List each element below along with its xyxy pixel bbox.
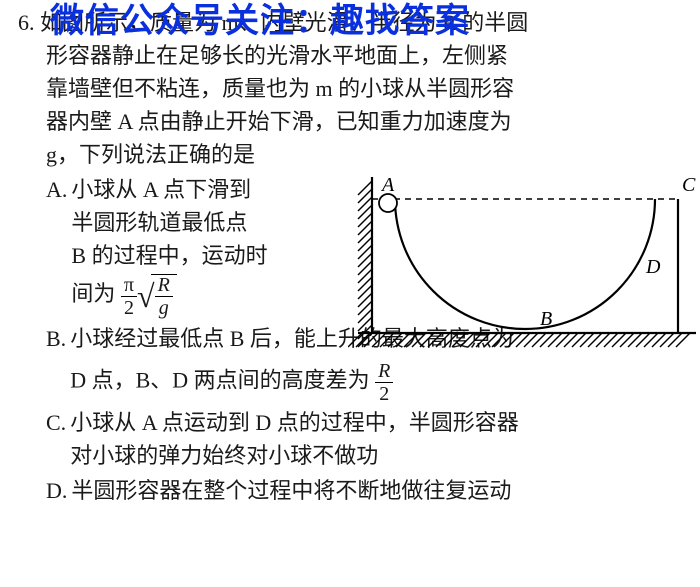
- option-a-line3: B 的过程中，运动时: [71, 239, 371, 272]
- svg-text:D: D: [645, 256, 661, 278]
- diagram-svg: A B C D: [348, 173, 698, 353]
- stem-line2: 形容器静止在足够长的光滑水平地面上，左侧紧: [18, 39, 682, 72]
- option-b-fraction: R 2: [375, 361, 393, 404]
- stem-line4: 器内壁 A 点由静止开始下滑，已知重力加速度为: [18, 105, 682, 138]
- question-number: 6.: [18, 10, 35, 35]
- svg-text:A: A: [380, 174, 395, 196]
- stem-line3: 靠墙壁但不粘连，质量也为 m 的小球从半圆形容: [18, 72, 682, 105]
- option-d: D. 半圆形容器在整个过程中将不断地做往复运动: [46, 474, 682, 507]
- option-a-line1: 小球从 A 点下滑到: [71, 173, 371, 206]
- stem-line1: 如图所示，质量为 m、内壁光滑、半径为 R 的半圆: [40, 10, 528, 35]
- option-a-line2: 半圆形轨道最低点: [71, 206, 371, 239]
- option-a-sqrt: √ R g: [137, 272, 177, 320]
- diagram: A B C D: [348, 173, 698, 353]
- stem-line5: g，下列说法正确的是: [18, 138, 682, 171]
- svg-text:B: B: [540, 308, 552, 330]
- option-d-letter: D.: [46, 474, 67, 507]
- option-a-line4: 间为 π 2 √ R g: [71, 272, 371, 320]
- question-block: 微信公众号关注：趣找答案 6. 如图所示，质量为 m、内壁光滑、半径为 R 的半…: [0, 0, 700, 513]
- option-b-letter: B.: [46, 322, 66, 404]
- option-c-line2: 对小球的弹力始终对小球不做功: [70, 439, 682, 472]
- option-c-line1: 小球从 A 点运动到 D 点的过程中，半圆形容器: [70, 406, 682, 439]
- option-c: C. 小球从 A 点运动到 D 点的过程中，半圆形容器 对小球的弹力始终对小球不…: [46, 406, 682, 472]
- option-d-line1: 半圆形容器在整个过程中将不断地做往复运动: [71, 474, 682, 507]
- option-a-letter: A.: [46, 173, 67, 320]
- option-b-line2: D 点，B、D 两点间的高度差为 R 2: [70, 361, 682, 404]
- svg-text:C: C: [682, 174, 696, 196]
- options: ABCD A. 小球从 A 点下滑到 半圆形轨道最低点 B 的过程中，运动时 间…: [18, 173, 682, 507]
- question-stem: 6. 如图所示，质量为 m、内壁光滑、半径为 R 的半圆: [18, 6, 682, 39]
- option-a-fraction: π 2: [121, 275, 137, 318]
- option-c-letter: C.: [46, 406, 66, 472]
